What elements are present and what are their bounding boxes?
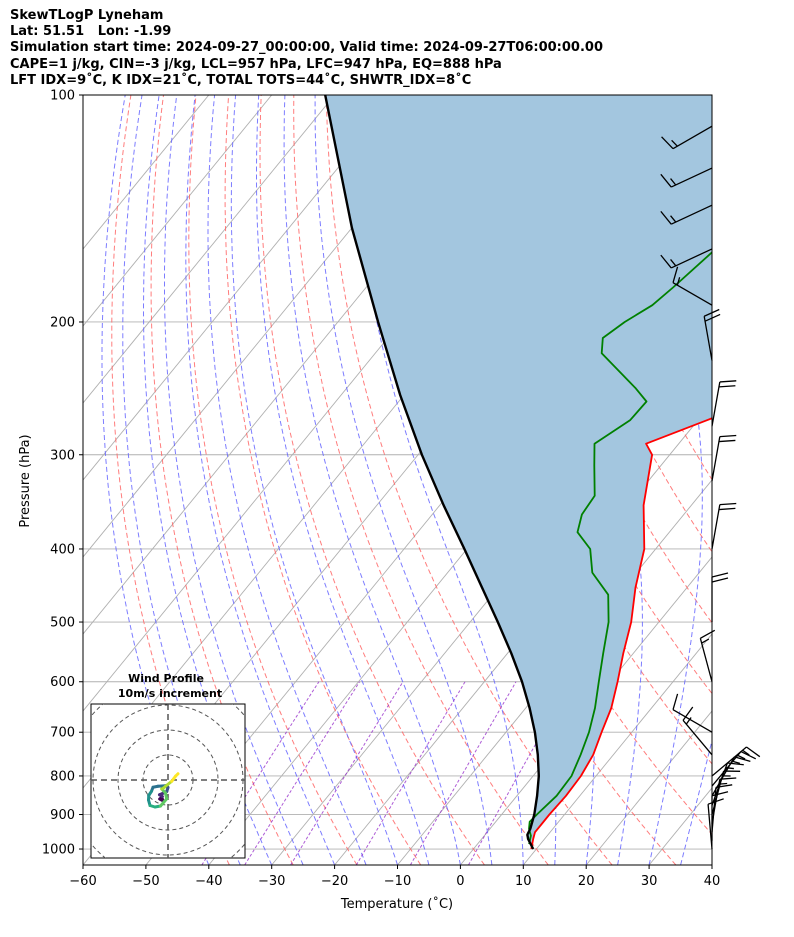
wind-barb [707, 798, 724, 850]
y-tick-label: 1000 [42, 843, 75, 858]
isotherm-line [83, 95, 398, 481]
moist-adiabat-line [711, 863, 712, 865]
dry-adiabat-line [783, 95, 794, 865]
y-tick-label: 100 [50, 89, 75, 104]
isotherm-line [522, 633, 712, 865]
dry-adiabat-line [717, 95, 794, 865]
y-tick-label: 900 [50, 808, 75, 823]
dry-adiabat-line [325, 95, 613, 865]
simulation-time-line: Simulation start time: 2024-09-27_00:00:… [10, 40, 603, 56]
hodograph-subtitle: 10m/s increment [118, 687, 222, 700]
wind-barb [711, 434, 737, 482]
x-tick-label: −60 [69, 874, 96, 889]
mixing-ratio-line [201, 681, 320, 865]
dewpoint-line [528, 251, 712, 845]
dry-adiabat-line [188, 95, 358, 865]
x-axis-label: Temperature (˚C) [340, 896, 453, 912]
y-tick-label: 500 [50, 616, 75, 631]
x-tick-label: 0 [456, 874, 464, 889]
wind-barb [711, 502, 737, 550]
isotherm-line [83, 95, 210, 250]
mixing-ratio-line [290, 681, 404, 865]
dry-adiabat-line [224, 95, 422, 865]
cape-area [325, 95, 712, 849]
title-block: SkewTLogP Lyneham Lat: 51.51 Lon: -1.99 … [10, 8, 603, 89]
y-tick-label: 700 [50, 726, 75, 741]
x-tick-label: −10 [384, 874, 411, 889]
cape-fill [325, 95, 712, 849]
moist-adiabat-line [314, 95, 493, 865]
x-tick-label: 10 [515, 874, 532, 889]
x-tick-label: −50 [132, 874, 159, 889]
wind-barb [660, 204, 713, 225]
wind-barbs [660, 125, 761, 850]
dry-adiabat-line [750, 95, 794, 865]
chart-title: SkewTLogP Lyneham [10, 8, 164, 23]
lifted-index-line: LFT IDX=9˚C, K IDX=21˚C, TOTAL TOTS=44˚C… [10, 72, 472, 88]
mixing-ratio-line [355, 681, 466, 865]
moist-adiabat-line [143, 95, 273, 865]
moist-adiabat-line [164, 95, 304, 865]
dry-adiabat-line [259, 95, 485, 865]
x-tick-label: 20 [578, 874, 595, 889]
moist-adiabat-line [350, 95, 524, 865]
moist-adiabat-line [207, 95, 367, 865]
moist-adiabat-line [256, 95, 430, 865]
mixing-ratio-line [409, 681, 517, 865]
x-tick-label: −30 [258, 874, 285, 889]
hodograph-segment [174, 772, 180, 778]
isotherm-line [334, 402, 712, 865]
stability-indices-line: CAPE=1 j/kg, CIN=-3 j/kg, LCL=957 hPa, L… [10, 56, 502, 72]
wind-barb [661, 125, 713, 150]
y-tick-label: 300 [50, 448, 75, 463]
y-tick-label: 200 [50, 315, 75, 330]
dry-adiabat-line [150, 95, 294, 865]
wind-barb [682, 706, 713, 756]
hodograph-segment [159, 797, 169, 808]
isotherm-line [83, 95, 273, 327]
x-tick-label: −20 [321, 874, 348, 889]
y-tick-label: 400 [50, 542, 75, 557]
moist-adiabat-line [230, 95, 398, 865]
wind-barb [672, 693, 713, 733]
wind-barb [660, 167, 713, 188]
x-tick-label: 40 [704, 874, 721, 889]
y-tick-label: 800 [50, 769, 75, 784]
mixing-ratio-line [244, 681, 360, 865]
y-axis-label: Pressure (hPa) [18, 434, 33, 527]
hodograph-inset [90, 703, 246, 859]
parcel-line [324, 95, 540, 850]
x-tick-label: −40 [195, 874, 222, 889]
wind-barb [699, 629, 716, 682]
y-tick-label: 600 [50, 675, 75, 690]
moist-adiabat-line [283, 95, 461, 865]
isotherm-line [711, 864, 712, 865]
hodograph-title: Wind Profile [128, 672, 204, 685]
dry-adiabat-line [293, 95, 549, 865]
axis-ticks: −60 −50 −40 −30 −20 −10 0 10 20 30 40 1000 900 800 700… [42, 89, 720, 890]
x-tick-label: 30 [641, 874, 658, 889]
isotherm-line [397, 479, 712, 865]
wind-barb [711, 572, 729, 623]
wind-barb [711, 746, 761, 777]
isotherm-line [83, 95, 335, 404]
moist-adiabat-line [185, 95, 336, 865]
wind-barb [660, 248, 713, 269]
wind-barb [672, 266, 713, 306]
isotherm-line [585, 710, 712, 865]
wind-barb [711, 380, 737, 427]
profile-lines [324, 95, 712, 850]
location-line: Lat: 51.51 Lon: -1.99 [10, 24, 172, 40]
wind-barb [703, 308, 721, 361]
temperature-line [530, 417, 712, 850]
